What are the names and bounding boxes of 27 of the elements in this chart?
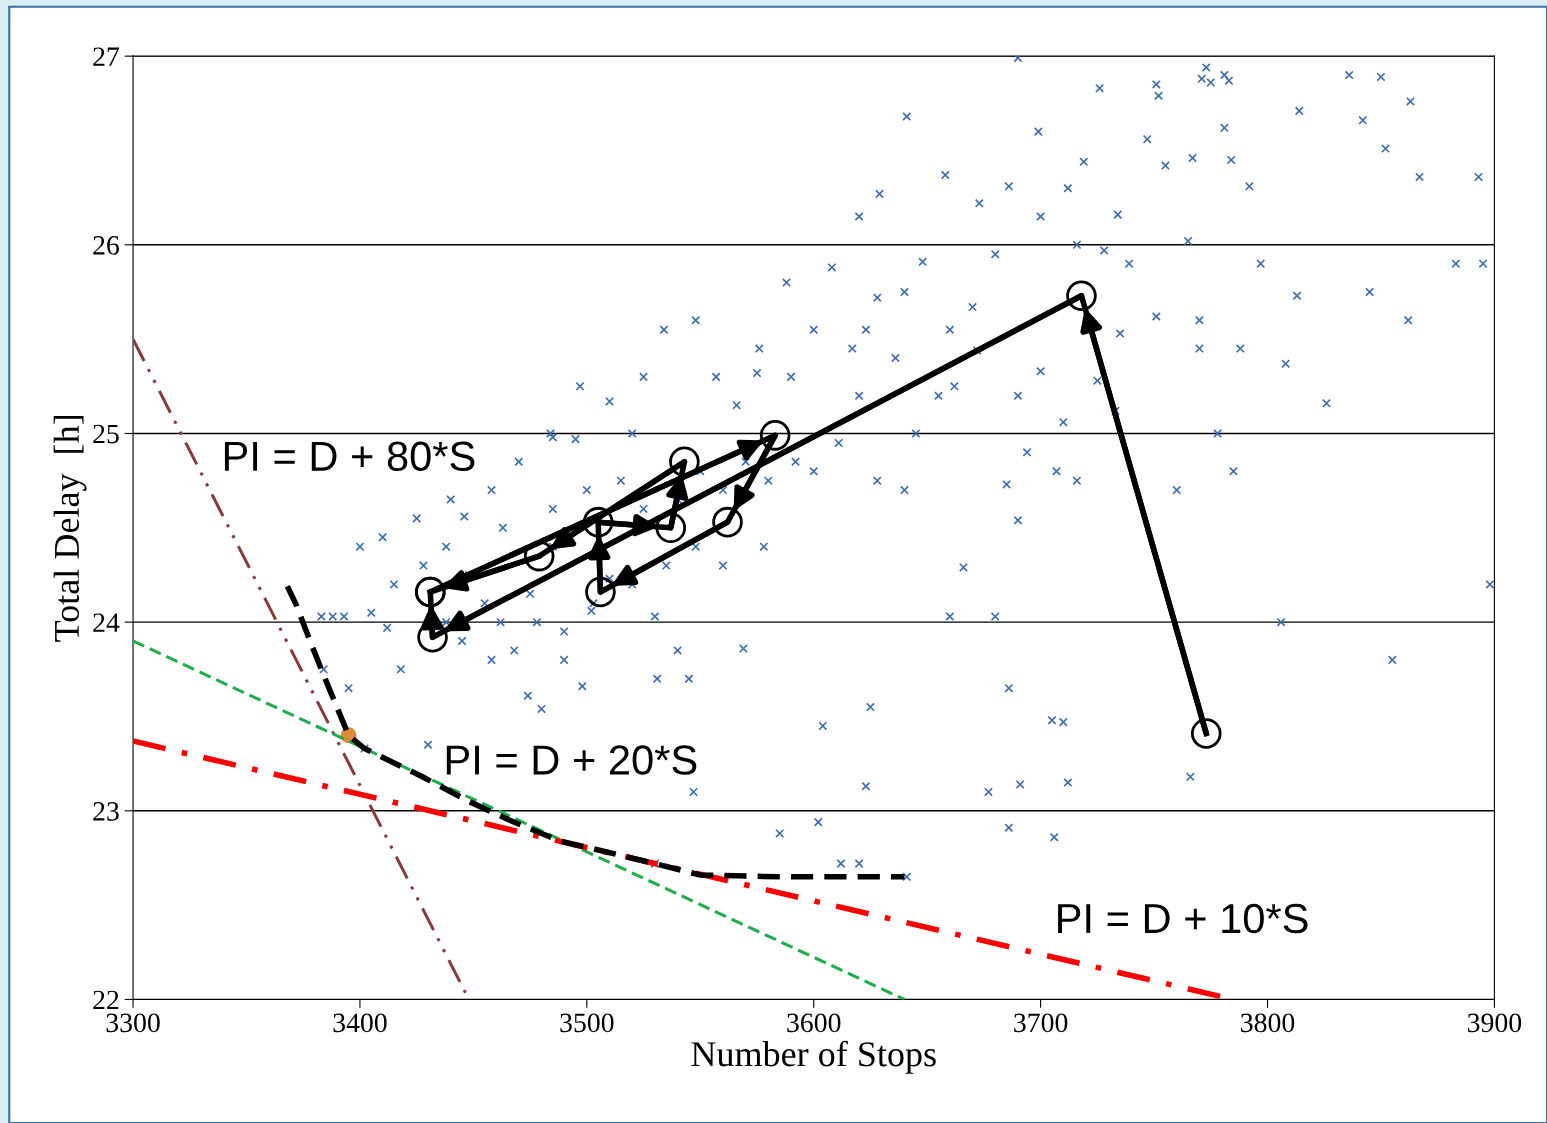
y-tick-label: 27 <box>93 47 120 66</box>
point <box>669 446 700 478</box>
x-tick-label: 3300 <box>106 1013 160 1033</box>
point <box>655 512 687 544</box>
point <box>712 506 743 538</box>
y-tick-label: 26 <box>93 236 120 255</box>
y-tick-label: 22 <box>93 990 119 1010</box>
point <box>582 506 614 538</box>
annotation: PI = D + 20*S <box>446 745 697 775</box>
point <box>585 576 616 608</box>
x-tick-label: 3600 <box>787 1013 841 1033</box>
point <box>523 540 555 572</box>
annotation: PI = D + 10*S <box>1058 903 1308 934</box>
x-tick-label: 3800 <box>1241 1013 1295 1033</box>
x-tick-label: 3400 <box>333 1013 387 1033</box>
y-tick-label: 25 <box>93 424 119 444</box>
x-tick-label: 3900 <box>1467 1013 1522 1033</box>
annotation: PI = D + 80*S <box>224 441 475 472</box>
x-tick-label: 3700 <box>1014 1013 1068 1033</box>
x-tick-label: 3500 <box>560 1013 614 1033</box>
point <box>1190 718 1222 749</box>
point <box>759 420 791 451</box>
point <box>1066 280 1097 312</box>
y-tick-label: 23 <box>93 802 119 821</box>
y-tick-label: 24 <box>93 613 120 632</box>
y-axis-title: Total Delay [h] <box>53 415 87 642</box>
x-axis-title: Number of Stops <box>691 1040 936 1074</box>
